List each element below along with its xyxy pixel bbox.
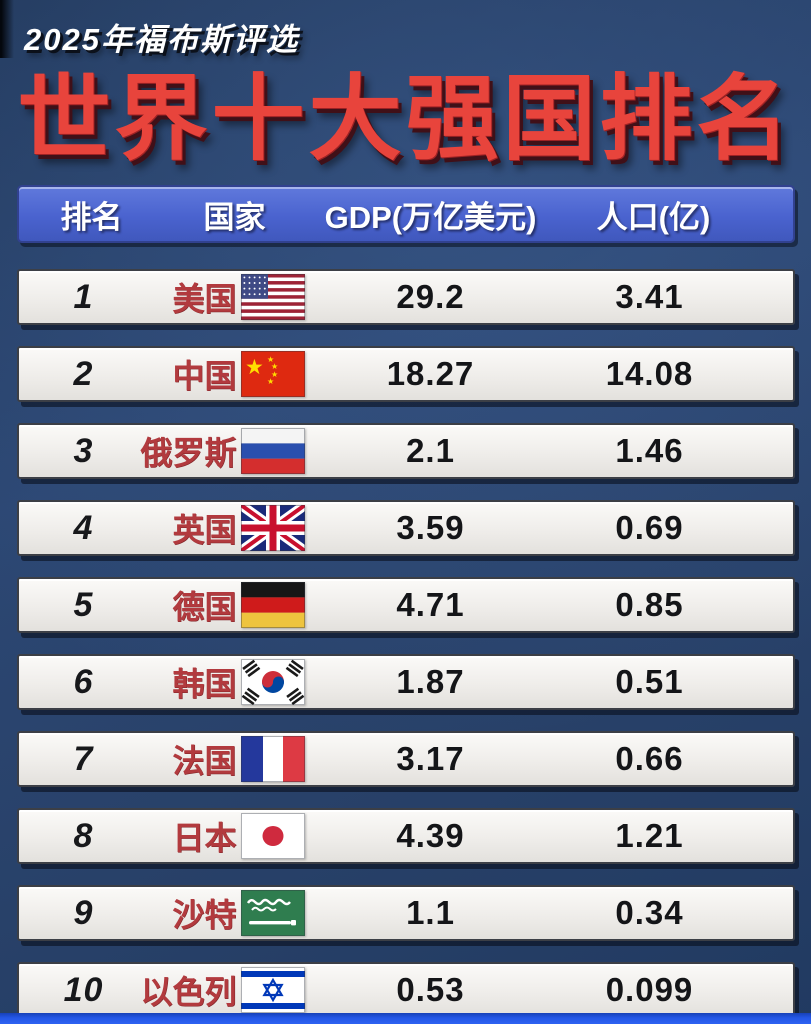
country-flag-icon bbox=[240, 967, 305, 1014]
country-name: 俄罗斯 bbox=[140, 435, 237, 472]
country-name: 法国 bbox=[172, 743, 237, 780]
gdp-value: 18.27 bbox=[386, 355, 475, 393]
bottom-blue-strip bbox=[0, 1013, 811, 1024]
rank-value: 1 bbox=[73, 277, 94, 316]
gdp-value: 2.1 bbox=[406, 432, 455, 470]
table-row: 1 美国 29.2 3.41 bbox=[16, 269, 795, 326]
column-header-gdp: GDP(万亿美元) bbox=[324, 199, 537, 235]
country-name: 韩国 bbox=[172, 666, 237, 703]
rank-value: 8 bbox=[73, 816, 94, 855]
rank-value: 5 bbox=[73, 585, 94, 624]
table-row: 2 中国 ★ ★ ★ ★ ★ 18.27 14.08 bbox=[16, 346, 795, 403]
population-value: 0.66 bbox=[615, 740, 684, 778]
table-row: 8 日本 4.39 1.21 bbox=[16, 808, 795, 865]
country-name: 沙特 bbox=[172, 897, 237, 934]
svg-text:★: ★ bbox=[271, 370, 278, 379]
svg-text:★: ★ bbox=[267, 377, 274, 386]
population-value: 0.51 bbox=[615, 663, 684, 701]
gdp-value: 1.87 bbox=[396, 663, 465, 701]
rank-value: 7 bbox=[73, 739, 94, 778]
table-row: 10 以色列 0.53 0.099 bbox=[16, 962, 795, 1019]
population-value: 0.099 bbox=[605, 971, 694, 1009]
country-name: 日本 bbox=[172, 820, 237, 857]
population-value: 0.34 bbox=[615, 894, 684, 932]
population-value: 3.41 bbox=[615, 278, 684, 316]
rank-value: 2 bbox=[73, 354, 94, 393]
table-row: 3 俄罗斯 2.1 1.46 bbox=[16, 423, 795, 480]
gdp-value: 1.1 bbox=[406, 894, 455, 932]
country-name: 德国 bbox=[172, 589, 237, 626]
country-flag-icon bbox=[240, 736, 305, 783]
country-flag-icon bbox=[240, 890, 305, 937]
gdp-value: 3.17 bbox=[396, 740, 465, 778]
table-row: 4 英国 3.59 0.69 bbox=[16, 500, 795, 557]
column-header-rank: 排名 bbox=[60, 199, 123, 235]
rank-value: 6 bbox=[73, 662, 94, 701]
column-header-country: 国家 bbox=[203, 199, 266, 235]
country-flag-icon bbox=[240, 582, 305, 629]
table-row: 5 德国 4.71 0.85 bbox=[16, 577, 795, 634]
table-header-bar: 排名 国家 GDP(万亿美元) 人口(亿) bbox=[16, 185, 795, 244]
country-flag-icon bbox=[240, 659, 305, 706]
population-value: 14.08 bbox=[605, 355, 694, 393]
table-row: 7 法国 3.17 0.66 bbox=[16, 731, 795, 788]
rank-value: 4 bbox=[73, 508, 94, 547]
rank-value: 9 bbox=[73, 893, 94, 932]
country-name: 中国 bbox=[172, 358, 237, 395]
gdp-value: 4.39 bbox=[396, 817, 465, 855]
rank-value: 3 bbox=[73, 431, 94, 470]
population-value: 1.21 bbox=[615, 817, 684, 855]
country-flag-icon bbox=[237, 501, 308, 556]
svg-text:★: ★ bbox=[271, 362, 278, 371]
country-name: 英国 bbox=[172, 512, 237, 549]
page-title: 世界十大强国排名 bbox=[17, 67, 794, 171]
tagline: 2025年福布斯评选 bbox=[24, 22, 299, 57]
population-value: 0.85 bbox=[615, 586, 684, 624]
country-flag-icon: ★ ★ ★ ★ ★ bbox=[240, 351, 305, 398]
country-flag-icon bbox=[240, 428, 305, 475]
gdp-value: 3.59 bbox=[396, 509, 465, 547]
population-value: 1.46 bbox=[615, 432, 684, 470]
rank-value: 10 bbox=[63, 970, 104, 1009]
gdp-value: 4.71 bbox=[396, 586, 465, 624]
gdp-value: 29.2 bbox=[396, 278, 465, 316]
population-value: 0.69 bbox=[615, 509, 684, 547]
column-header-population: 人口(亿) bbox=[596, 199, 711, 235]
table-row: 6 韩国 1.87 0.51 bbox=[16, 654, 795, 711]
table-row: 9 沙特 1.1 0.34 bbox=[16, 885, 795, 942]
country-name: 以色列 bbox=[140, 974, 237, 1011]
country-name: 美国 bbox=[172, 281, 237, 318]
gdp-value: 0.53 bbox=[396, 971, 465, 1009]
ranking-table: 1 美国 29.2 3.41 2 中国 ★ ★ ★ ★ ★ 18.27 14.08 3 … bbox=[16, 269, 795, 1019]
country-flag-icon bbox=[240, 274, 305, 321]
svg-text:★: ★ bbox=[245, 356, 264, 379]
country-flag-icon bbox=[240, 813, 305, 860]
svg-text:★: ★ bbox=[267, 355, 274, 364]
